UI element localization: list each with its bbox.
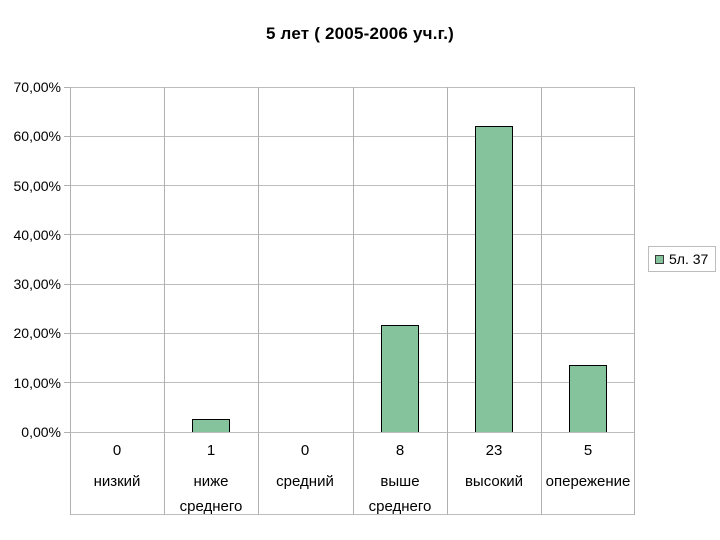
y-axis-tick xyxy=(64,431,70,433)
y-axis-tick-label: 10,00% xyxy=(13,374,61,391)
category-name-label: ниже среднего xyxy=(179,473,243,515)
y-axis-tick xyxy=(64,382,70,384)
legend: 5л. 37 xyxy=(648,246,717,272)
gridline xyxy=(70,135,635,137)
y-axis-tick-label: 50,00% xyxy=(13,177,61,194)
category-count-label: 5 xyxy=(583,442,593,459)
bar-ниже среднего xyxy=(192,419,230,432)
y-axis-tick-label: 70,00% xyxy=(13,79,61,95)
category-name-label: опережение xyxy=(545,473,631,490)
category-table-border xyxy=(70,514,635,515)
category-separator xyxy=(353,87,354,515)
category-name-label: выше среднего xyxy=(368,473,432,515)
category-axis: 0 низкий 1 ниже среднего 0 средний 8 выше средн… xyxy=(70,432,635,515)
y-axis-tick-label: 20,00% xyxy=(13,325,61,342)
category-name-label: средний xyxy=(276,473,334,490)
category-count-label: 8 xyxy=(395,442,405,459)
gridline xyxy=(70,86,635,88)
gridline xyxy=(70,185,635,187)
y-axis-tick-label: 30,00% xyxy=(13,276,61,293)
y-axis-tick xyxy=(64,185,70,187)
legend-square-icon xyxy=(655,254,664,264)
category-separator xyxy=(258,87,259,515)
y-axis-tick xyxy=(64,332,70,334)
plot-edge xyxy=(634,87,635,515)
category-count-label: 0 xyxy=(112,442,122,459)
chart-title: 5 лет ( 2005-2006 уч.г.) xyxy=(265,24,455,43)
gridline xyxy=(70,332,635,334)
y-axis-tick xyxy=(64,86,70,88)
gridline xyxy=(70,283,635,285)
category-name-label: высокий xyxy=(464,473,524,490)
category-separator xyxy=(541,87,542,515)
gridline xyxy=(70,382,635,384)
category-separator xyxy=(447,87,448,515)
bar-опережение xyxy=(569,365,607,432)
y-axis-tick xyxy=(64,283,70,285)
category-count-label: 0 xyxy=(300,442,310,459)
y-axis-tick xyxy=(64,234,70,236)
bar-выше среднего xyxy=(381,325,419,432)
y-axis-tick-label: 40,00% xyxy=(13,226,61,243)
category-count-label: 1 xyxy=(206,442,216,459)
y-axis-tick xyxy=(64,135,70,137)
gridline xyxy=(70,234,635,236)
bars-layer xyxy=(70,87,635,432)
category-separator xyxy=(164,87,165,515)
plot-edge xyxy=(70,87,71,515)
y-axis-tick-label: 60,00% xyxy=(13,128,61,145)
y-axis-tick-label: 0,00% xyxy=(21,424,61,440)
gridline xyxy=(70,431,635,433)
category-count-label: 23 xyxy=(485,442,503,459)
category-name-label: низкий xyxy=(93,473,141,490)
legend-label: 5л. 37 xyxy=(669,251,709,267)
bar-высокий xyxy=(475,126,513,432)
plot-grid xyxy=(70,86,635,515)
